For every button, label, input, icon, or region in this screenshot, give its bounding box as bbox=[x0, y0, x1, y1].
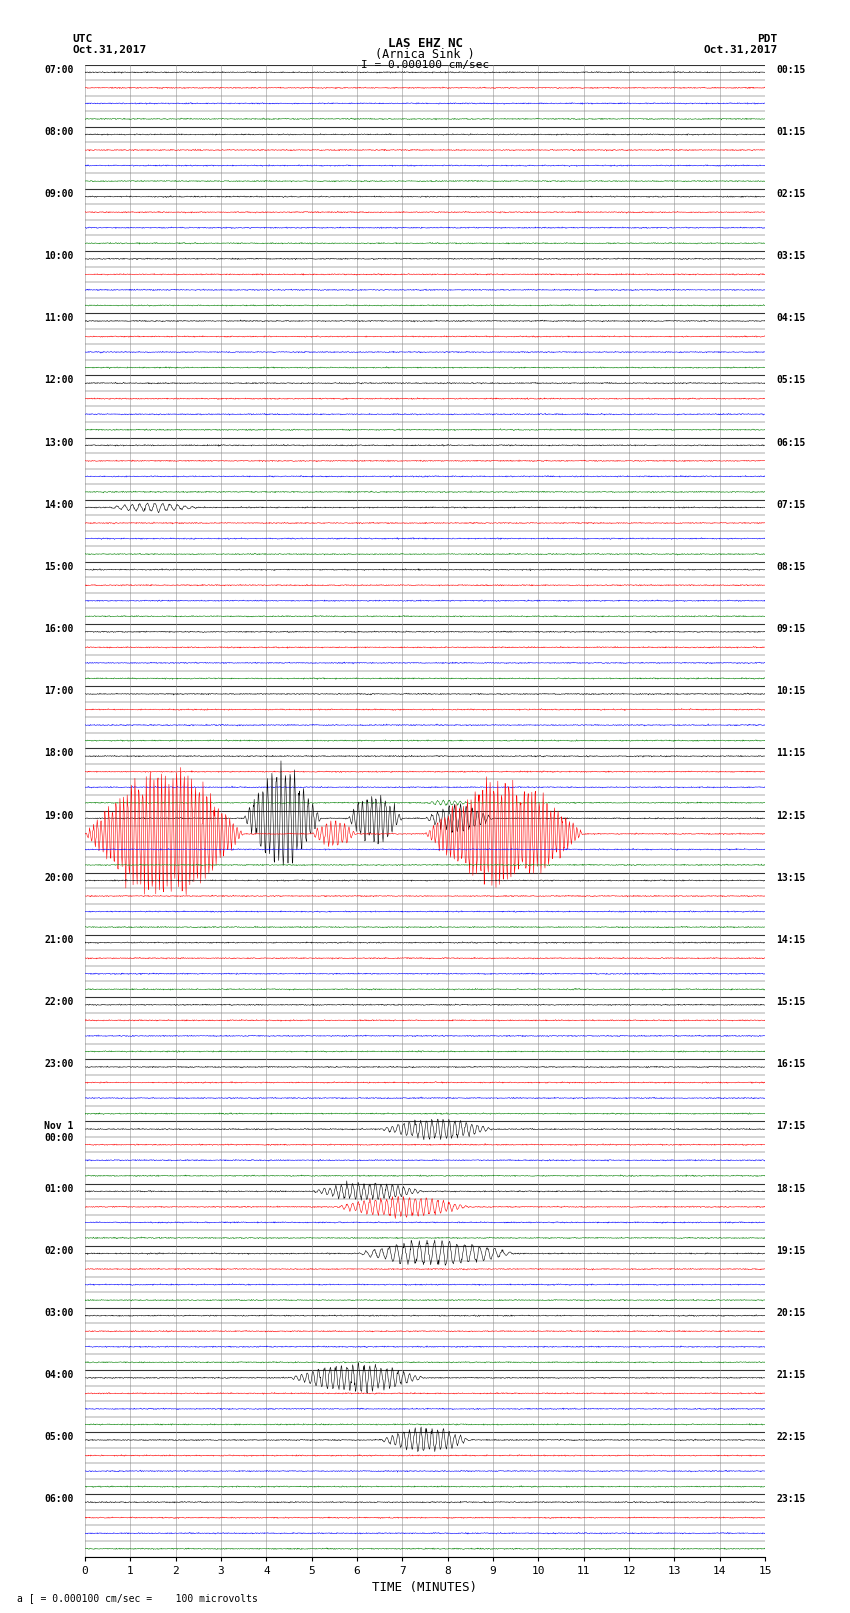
Text: 06:15: 06:15 bbox=[776, 437, 806, 447]
Text: 02:15: 02:15 bbox=[776, 189, 806, 198]
Text: LAS EHZ NC: LAS EHZ NC bbox=[388, 37, 462, 50]
Text: 18:00: 18:00 bbox=[44, 748, 74, 758]
Text: 21:00: 21:00 bbox=[44, 936, 74, 945]
Text: 19:15: 19:15 bbox=[776, 1245, 806, 1255]
Text: 05:00: 05:00 bbox=[44, 1432, 74, 1442]
Text: 17:15: 17:15 bbox=[776, 1121, 806, 1131]
Text: 08:00: 08:00 bbox=[44, 127, 74, 137]
Text: 22:15: 22:15 bbox=[776, 1432, 806, 1442]
Text: 14:00: 14:00 bbox=[44, 500, 74, 510]
Text: 09:00: 09:00 bbox=[44, 189, 74, 198]
Text: 04:15: 04:15 bbox=[776, 313, 806, 323]
Text: Oct.31,2017: Oct.31,2017 bbox=[72, 45, 146, 55]
Text: 01:00: 01:00 bbox=[44, 1184, 74, 1194]
Text: 16:15: 16:15 bbox=[776, 1060, 806, 1069]
Text: 15:00: 15:00 bbox=[44, 561, 74, 573]
Text: 16:00: 16:00 bbox=[44, 624, 74, 634]
Text: 08:15: 08:15 bbox=[776, 561, 806, 573]
Text: 11:00: 11:00 bbox=[44, 313, 74, 323]
Text: (Arnica Sink ): (Arnica Sink ) bbox=[375, 48, 475, 61]
Text: 10:15: 10:15 bbox=[776, 686, 806, 697]
Text: 20:00: 20:00 bbox=[44, 873, 74, 882]
Text: 21:15: 21:15 bbox=[776, 1369, 806, 1381]
Text: 18:15: 18:15 bbox=[776, 1184, 806, 1194]
Text: a [ = 0.000100 cm/sec =    100 microvolts: a [ = 0.000100 cm/sec = 100 microvolts bbox=[17, 1594, 258, 1603]
Text: 07:15: 07:15 bbox=[776, 500, 806, 510]
Text: 10:00: 10:00 bbox=[44, 252, 74, 261]
Text: 15:15: 15:15 bbox=[776, 997, 806, 1007]
Text: Nov 1
00:00: Nov 1 00:00 bbox=[44, 1121, 74, 1144]
Text: 09:15: 09:15 bbox=[776, 624, 806, 634]
X-axis label: TIME (MINUTES): TIME (MINUTES) bbox=[372, 1581, 478, 1594]
Text: 22:00: 22:00 bbox=[44, 997, 74, 1007]
Text: I = 0.000100 cm/sec: I = 0.000100 cm/sec bbox=[361, 60, 489, 69]
Text: PDT: PDT bbox=[757, 34, 778, 44]
Text: 17:00: 17:00 bbox=[44, 686, 74, 697]
Text: 00:15: 00:15 bbox=[776, 65, 806, 74]
Text: 06:00: 06:00 bbox=[44, 1494, 74, 1505]
Text: 02:00: 02:00 bbox=[44, 1245, 74, 1255]
Text: Oct.31,2017: Oct.31,2017 bbox=[704, 45, 778, 55]
Text: 13:00: 13:00 bbox=[44, 437, 74, 447]
Text: 19:00: 19:00 bbox=[44, 811, 74, 821]
Text: 03:00: 03:00 bbox=[44, 1308, 74, 1318]
Text: 20:15: 20:15 bbox=[776, 1308, 806, 1318]
Text: 11:15: 11:15 bbox=[776, 748, 806, 758]
Text: 04:00: 04:00 bbox=[44, 1369, 74, 1381]
Text: 03:15: 03:15 bbox=[776, 252, 806, 261]
Text: 13:15: 13:15 bbox=[776, 873, 806, 882]
Text: 05:15: 05:15 bbox=[776, 376, 806, 386]
Text: 23:15: 23:15 bbox=[776, 1494, 806, 1505]
Text: 01:15: 01:15 bbox=[776, 127, 806, 137]
Text: 23:00: 23:00 bbox=[44, 1060, 74, 1069]
Text: 07:00: 07:00 bbox=[44, 65, 74, 74]
Text: 12:00: 12:00 bbox=[44, 376, 74, 386]
Text: 12:15: 12:15 bbox=[776, 811, 806, 821]
Text: 14:15: 14:15 bbox=[776, 936, 806, 945]
Text: UTC: UTC bbox=[72, 34, 93, 44]
